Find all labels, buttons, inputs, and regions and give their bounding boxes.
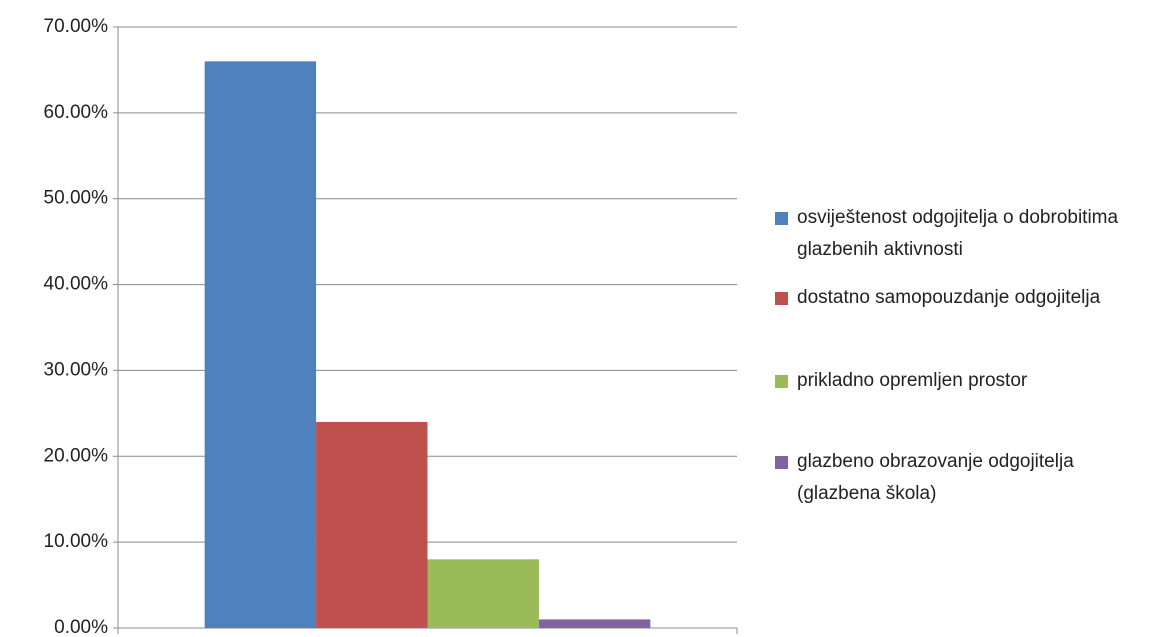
legend-item: dostatno samopouzdanje odgojitelja <box>775 282 1160 314</box>
bar <box>316 421 428 628</box>
bar <box>204 61 317 629</box>
legend-label: prikladno opremljen prostor <box>797 370 1028 391</box>
bar <box>427 559 539 628</box>
legend-label: dostatno samopouzdanje odgojitelja <box>797 287 1101 308</box>
legend-swatch <box>775 375 788 388</box>
legend-label: osviještenost odgojitelja o dobrobitima … <box>797 207 1119 260</box>
y-tick-label: 30.00% <box>44 359 109 380</box>
y-tick-label: 50.00% <box>44 188 109 209</box>
legend-swatch <box>775 456 788 469</box>
bar <box>538 619 651 628</box>
legend-item: glazbeno obrazovanje odgojitelja (glazbe… <box>775 446 1160 510</box>
legend-item: prikladno opremljen prostor <box>775 365 1160 397</box>
legend-label: glazbeno obrazovanje odgojitelja (glazbe… <box>797 451 1074 504</box>
y-tick-label: 40.00% <box>44 274 109 295</box>
y-tick-label: 70.00% <box>44 16 109 37</box>
y-tick-label: 20.00% <box>44 445 109 466</box>
y-tick-label: 60.00% <box>44 102 109 123</box>
legend-swatch <box>775 292 788 305</box>
legend-swatch <box>775 212 788 225</box>
y-tick-label: 10.00% <box>44 531 109 552</box>
y-tick-label: 0.00% <box>54 617 108 637</box>
legend-item: osviještenost odgojitelja o dobrobitima … <box>775 202 1160 266</box>
